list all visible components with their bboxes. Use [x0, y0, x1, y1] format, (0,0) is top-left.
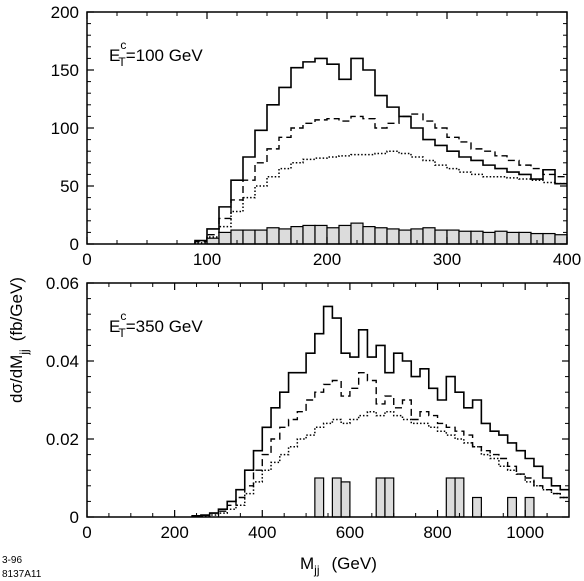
footer-line-1: 3-96	[2, 555, 22, 566]
filled-bar	[266, 227, 280, 245]
filled-bar	[326, 227, 340, 245]
series-filled-0	[206, 222, 568, 245]
filled-bar	[506, 231, 520, 245]
annotation-subscript: T	[118, 55, 126, 69]
filled-bar	[434, 229, 448, 245]
panel-annotation: Ec T=350 GeV	[109, 309, 203, 340]
annotation-value: =100 GeV	[126, 46, 204, 65]
series-solid-line	[194, 57, 567, 244]
filled-bar	[338, 224, 352, 245]
filled-bar	[218, 231, 232, 245]
x-tick-label: 300	[433, 250, 461, 269]
y-tick-label: 150	[51, 61, 79, 80]
annotation-symbol: E	[109, 317, 120, 336]
filled-bar	[518, 231, 532, 245]
filled-bar	[384, 477, 395, 518]
x-tick-label: 100	[193, 250, 221, 269]
x-tick-label: 200	[160, 523, 188, 542]
y-axis-label-unit: (fb/GeV)	[7, 277, 26, 341]
y-tick-label: 0.04	[46, 352, 79, 371]
x-axis-label-unit: (GeV)	[332, 554, 377, 573]
y-tick-label: 0	[70, 508, 79, 527]
series-dashed-line	[194, 113, 567, 244]
x-axis-label-sub: jj	[313, 563, 319, 577]
annotation-subscript: T	[118, 326, 126, 340]
filled-bar	[524, 496, 535, 518]
series-dotted-line	[194, 150, 567, 244]
filled-bar	[242, 229, 256, 245]
filled-bar	[445, 477, 456, 518]
x-tick-label: 800	[423, 523, 451, 542]
filled-bar	[362, 226, 376, 245]
filled-bar	[374, 227, 388, 245]
filled-bar	[494, 230, 508, 245]
x-tick-label: 600	[336, 523, 364, 542]
series-filled-1	[314, 477, 535, 518]
footer-line-2: 8137A11	[2, 569, 42, 580]
filled-bar	[458, 230, 472, 245]
filled-bar	[340, 481, 351, 518]
y-axis-label-main: dσ/dM	[7, 355, 26, 403]
y-tick-label: 100	[51, 119, 79, 138]
y-tick-label: 0	[70, 235, 79, 254]
x-tick-label: 0	[82, 523, 91, 542]
x-axis-label-main: M	[300, 554, 314, 573]
filled-bar	[472, 496, 482, 518]
filled-bar	[422, 227, 436, 245]
y-tick-label: 200	[51, 3, 79, 22]
filled-bar	[375, 477, 386, 518]
y-tick-label: 50	[60, 177, 79, 196]
annotation-value: =350 GeV	[126, 317, 204, 336]
filled-bar	[542, 232, 556, 245]
annotation-superscript: c	[120, 309, 126, 323]
filled-bar	[254, 229, 268, 245]
x-tick-label: 200	[313, 250, 341, 269]
panel-annotation: Ec T=100 GeV	[109, 38, 203, 69]
filled-bar	[302, 224, 316, 245]
filled-bar	[278, 228, 292, 245]
annotation-symbol: E	[109, 46, 120, 65]
filled-bar	[482, 231, 496, 245]
x-tick-label: 0	[82, 250, 91, 269]
filled-bar	[314, 224, 328, 245]
y-axis-label: dσ/dMjj (fb/GeV)	[7, 277, 31, 403]
filled-bar	[446, 229, 460, 245]
filled-bar	[386, 228, 400, 245]
series-dashed-line	[191, 372, 569, 517]
series-solid-line	[191, 305, 569, 517]
y-tick-label: 0.06	[46, 274, 79, 293]
panel-bottom: 0 200 400 600 800 1000 0 0.02 0.04 0.06 Ec T=350 Ge…	[46, 274, 570, 542]
filled-bar	[206, 237, 220, 245]
filled-bar	[398, 229, 412, 245]
filled-bar	[507, 496, 518, 518]
x-tick-label: 400	[248, 523, 276, 542]
annotation-superscript: c	[120, 38, 126, 52]
filled-bar	[554, 234, 568, 245]
x-axis-label: Mjj (GeV)	[300, 554, 377, 577]
x-tick-label: 1000	[506, 523, 544, 542]
filled-bar	[331, 477, 342, 518]
y-axis-label-sub: jj	[17, 349, 31, 355]
y-tick-label: 0.02	[46, 430, 79, 449]
filled-bar	[314, 477, 325, 518]
x-tick-label: 400	[553, 250, 581, 269]
panel-top: 0 100 200 300 400 0 50 100 150 200 Ec T=100 GeV	[51, 3, 582, 269]
filled-bar	[454, 477, 465, 518]
